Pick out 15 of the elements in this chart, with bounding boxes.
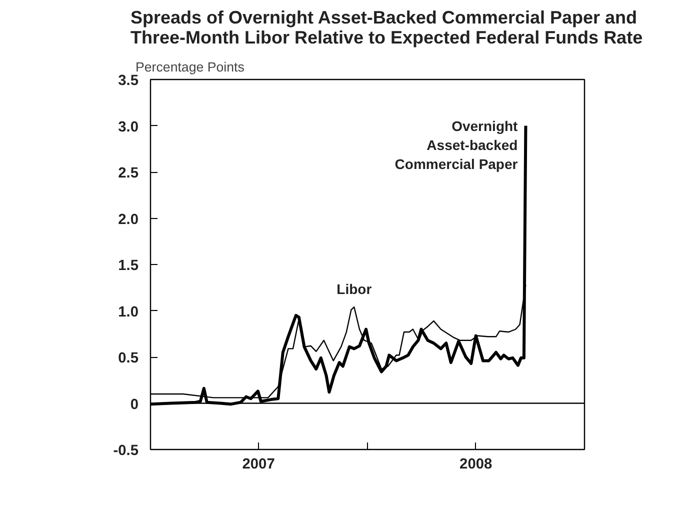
y-tick-label: 2.0: [118, 212, 138, 228]
series-label: Libor: [336, 281, 372, 298]
series-label: Overnight Asset-backed Commercial Paper: [394, 118, 518, 172]
x-tick-label: 2007: [242, 456, 275, 472]
y-tick-label: 0: [130, 396, 139, 413]
y-tick-label: 2.5: [118, 166, 138, 182]
y-tick-label: 3.5: [118, 73, 138, 89]
x-tick-label: 2008: [460, 456, 492, 472]
chart-title: Spreads of Overnight Asset-Backed Commercial Paper and Three-Month Libor Relative to Expected Federal Funds Rate: [130, 8, 643, 48]
y-tick-label: 1.5: [118, 258, 138, 274]
y-tick-label: -0.5: [113, 443, 139, 459]
y-tick-label: 1.0: [118, 304, 138, 320]
y-axis-title: Percentage Points: [136, 60, 245, 74]
y-tick-label: 3.0: [118, 119, 138, 136]
y-tick-label: 0.5: [118, 350, 138, 366]
